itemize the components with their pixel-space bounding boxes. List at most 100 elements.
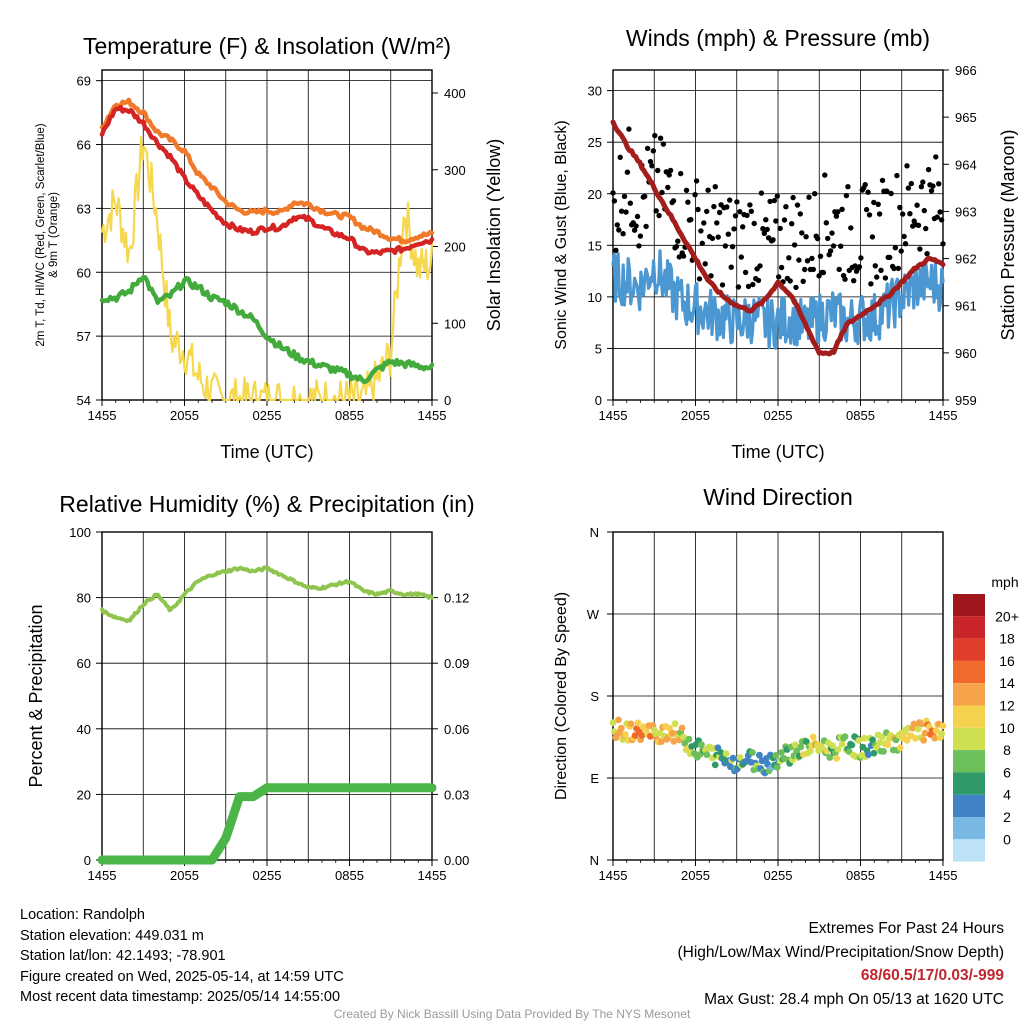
- speed-legend-label: 18: [999, 631, 1015, 647]
- speed-legend-label: 6: [1003, 764, 1011, 780]
- direction-point: [920, 736, 928, 744]
- direction-point: [638, 732, 646, 739]
- direction-point: [912, 734, 919, 742]
- direction-point: [931, 734, 939, 742]
- extremes-info: Extremes For Past 24 Hours (High/Low/Max…: [678, 917, 1005, 1011]
- direction-point: [841, 733, 849, 740]
- credit-line: Created By Nick Bassill Using Data Provi…: [333, 1007, 691, 1021]
- gust-point: [835, 209, 841, 215]
- gust-point: [836, 266, 842, 273]
- direction-point: [680, 733, 687, 741]
- wind-xtick-label: 2055: [681, 408, 710, 423]
- gust-point: [631, 227, 638, 233]
- gust-point: [908, 180, 914, 187]
- gust-point: [930, 183, 936, 189]
- direction-point: [756, 751, 763, 759]
- gust-point: [742, 269, 749, 276]
- gust-point: [760, 226, 766, 232]
- direction-point: [932, 727, 940, 735]
- gust-point: [924, 251, 930, 257]
- temp-xlabel: Time (UTC): [220, 442, 313, 462]
- gust-point: [701, 220, 707, 226]
- gust-point: [825, 235, 831, 242]
- gust-point: [644, 145, 651, 152]
- gust-point: [618, 208, 625, 214]
- gust-point: [747, 202, 753, 208]
- gust-point: [714, 220, 720, 226]
- temp-ylabel-right-text: Solar Insolation (Yellow): [484, 139, 504, 331]
- gust-point: [843, 192, 850, 199]
- temp-ytick-right-label: 0: [444, 393, 451, 408]
- direction-point: [834, 746, 842, 753]
- gust-point: [900, 211, 906, 217]
- gust-point: [643, 223, 649, 230]
- speed-legend-swatch: [953, 794, 985, 817]
- direction-point: [666, 724, 673, 732]
- gust-point: [732, 213, 739, 219]
- wind-ytick-label: 15: [588, 238, 602, 253]
- temp-ylabel-right: Solar Insolation (Yellow): [484, 139, 504, 331]
- gust-point: [882, 275, 889, 281]
- gust-point: [693, 178, 700, 184]
- dir-xtick-label: 2055: [681, 868, 710, 883]
- gust-point: [823, 220, 829, 226]
- gust-point: [791, 242, 798, 248]
- gust-point: [626, 126, 632, 132]
- gust-point: [763, 217, 769, 223]
- wind-ytick-right-label: 966: [955, 63, 977, 78]
- gust-point: [712, 184, 718, 190]
- temp-ylabel-left-text: 2m T, Td, HI/WC (Red, Green, Scarlet/Blu…: [35, 123, 47, 346]
- gust-point: [773, 218, 779, 224]
- gust-point: [797, 211, 803, 217]
- temp-xtick-label: 1455: [418, 408, 447, 423]
- dir-ytick-label: E: [590, 771, 599, 786]
- gust-point: [676, 254, 682, 260]
- direction-point: [921, 729, 929, 737]
- gust-point: [611, 198, 618, 204]
- gust-point: [806, 194, 812, 200]
- wind-xtick-label: 0255: [764, 408, 793, 423]
- direction-point: [711, 761, 719, 769]
- gust-point: [750, 281, 756, 288]
- gust-point: [866, 212, 873, 218]
- direction-point: [671, 720, 679, 728]
- most-recent-timestamp: Most recent data timestamp: 2025/05/14 1…: [20, 989, 341, 1005]
- gust-point: [680, 253, 687, 259]
- direction-point: [939, 722, 947, 730]
- direction-point: [717, 749, 725, 756]
- gust-point: [822, 172, 828, 178]
- extremes-title: Extremes For Past 24 Hours: [808, 920, 1004, 937]
- rh-ytick-label: 20: [77, 787, 91, 802]
- rh-ytick-label: 100: [69, 525, 91, 540]
- gust-point: [673, 243, 680, 250]
- speed-legend-label: 14: [999, 675, 1015, 691]
- gust-point: [809, 255, 815, 262]
- speed-legend-title: mph: [991, 574, 1018, 590]
- gust-point: [933, 154, 939, 160]
- gust-point: [812, 191, 818, 197]
- gust-point: [803, 234, 809, 240]
- gust-point: [711, 203, 717, 210]
- temp-ylabel-left-text2: & 9m T (Orange): [48, 192, 60, 278]
- direction-point: [938, 730, 945, 737]
- dir-panel: 1455 2055 0255 0855 1455 Wind Direction N E S W N D…: [553, 484, 1019, 883]
- gust-point: [907, 211, 913, 217]
- gust-point: [874, 274, 880, 280]
- speed-legend-label: 2: [1003, 809, 1011, 825]
- gust-point: [875, 201, 881, 207]
- gust-point: [678, 170, 684, 177]
- gust-point: [814, 235, 821, 242]
- dir-ytick-label: W: [587, 607, 600, 622]
- gust-point: [634, 213, 641, 220]
- gust-point: [620, 231, 626, 237]
- station-info: Location: Randolph Station elevation: 44…: [20, 905, 344, 1008]
- gust-point: [901, 233, 907, 240]
- direction-point: [791, 741, 799, 749]
- gust-point: [652, 132, 658, 139]
- wind-ytick-right-label: 959: [955, 393, 977, 408]
- gust-point: [894, 172, 900, 179]
- wind-ytick-right-label: 963: [955, 204, 977, 219]
- gust-point: [642, 193, 648, 199]
- direction-point: [869, 736, 876, 744]
- direction-point: [793, 747, 800, 755]
